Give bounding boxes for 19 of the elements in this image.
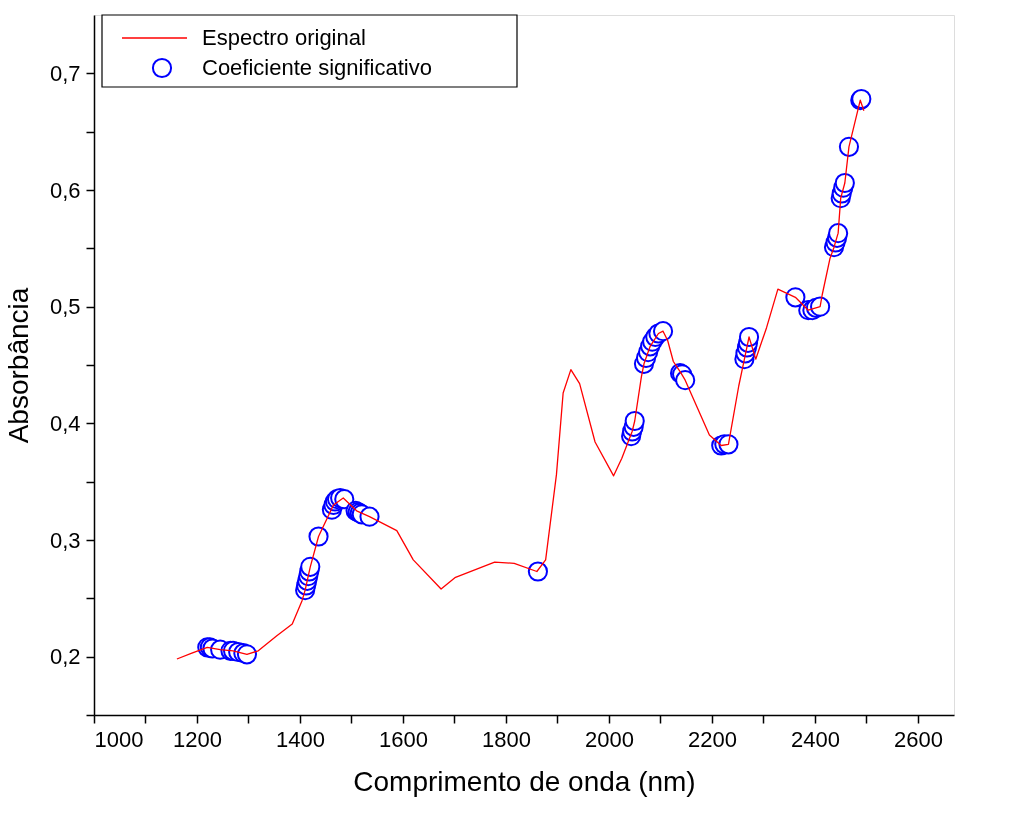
y-tick-label: 0,7 [49, 60, 81, 86]
x-tick-label: 2000 [584, 726, 634, 752]
y-tick-label: 0,4 [49, 410, 81, 436]
y-tick-label: 0,6 [49, 177, 81, 203]
y-tick-label: 0,3 [49, 527, 81, 553]
x-tick-label: 2600 [893, 726, 943, 752]
x-tick-label: 1400 [276, 726, 325, 752]
x-tick-label: 1600 [379, 726, 428, 752]
legend-label: Coeficiente significativo [202, 55, 432, 80]
x-tick-label: 1800 [482, 726, 531, 752]
y-axis-title: Absorbância [2, 287, 34, 444]
x-tick-label: 2400 [790, 726, 840, 752]
x-tick-label: 1000 [94, 726, 144, 752]
x-axis-title: Comprimento de onda (nm) [353, 765, 696, 797]
x-tick-label: 2200 [687, 726, 737, 752]
y-tick-label: 0,5 [49, 294, 81, 320]
x-tick-label: 1200 [173, 726, 222, 752]
legend-label: Espectro original [202, 25, 366, 50]
y-tick-label: 0,2 [49, 644, 81, 670]
